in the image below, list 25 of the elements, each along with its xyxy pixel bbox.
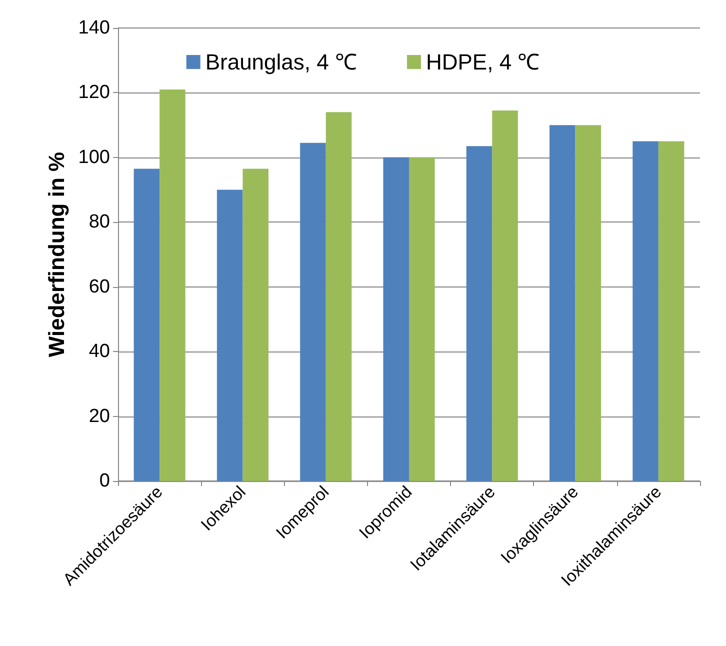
legend-label: HDPE, 4 ℃: [426, 50, 540, 74]
bar: [658, 141, 684, 481]
y-tick-label: 100: [78, 146, 110, 168]
bar: [160, 89, 186, 481]
bar: [216, 190, 243, 481]
y-tick-label: 80: [88, 212, 110, 233]
bar: [550, 125, 576, 481]
bar: [466, 146, 492, 481]
bar: [575, 125, 602, 481]
y-tick-label: 60: [88, 276, 110, 298]
bar: [300, 142, 326, 481]
bar: [326, 112, 352, 481]
bar: [383, 157, 409, 481]
bar: [242, 168, 268, 481]
bar: [632, 141, 658, 481]
y-tick-label: 0: [99, 470, 110, 492]
bar: [134, 168, 160, 481]
legend-label: Braunglas, 4 ℃: [205, 50, 357, 74]
y-tick-label: 140: [78, 18, 110, 38]
bar: [492, 110, 518, 481]
bar: [409, 157, 435, 481]
y-tick-label: 120: [78, 82, 110, 104]
y-tick-label: 40: [88, 341, 110, 362]
y-tick-label: 20: [88, 406, 110, 427]
y-axis-title: Wiederfindung in %: [44, 152, 69, 358]
